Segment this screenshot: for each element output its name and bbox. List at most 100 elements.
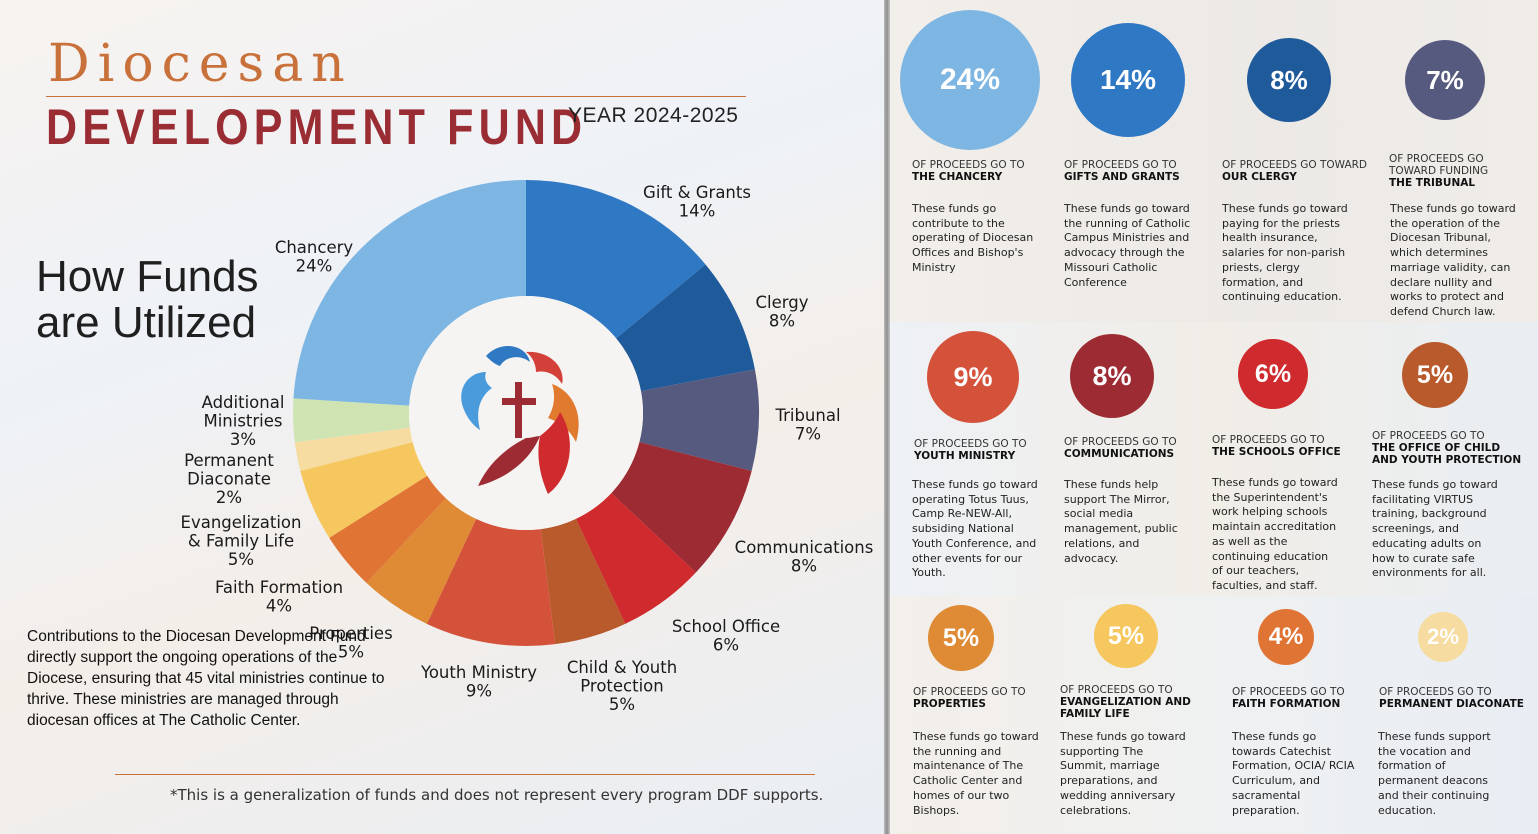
slice-school-office: [575, 493, 696, 624]
cross-horizontal: [502, 398, 536, 405]
card-caption: OF PROCEEDS GO TO PERMANENT DIACONATE: [1379, 686, 1538, 710]
slice-label-line: 8%: [769, 312, 795, 331]
card-caption: OF PROCEEDS GO TO THE CHANCERY: [912, 159, 1072, 183]
card-description: These funds go toward the running of Cat…: [1064, 202, 1191, 289]
footnote: *This is a generalization of funds and d…: [170, 786, 824, 804]
slice-label-line: 9%: [466, 682, 492, 701]
logo-petal-2: [486, 345, 530, 366]
caption-lead: OF PROCEEDS GO TO: [1064, 159, 1177, 171]
logo-petal-3: [526, 351, 563, 384]
slice-evangelization-family-life: [300, 442, 428, 538]
slice-label-12: Additional Ministries 3%: [202, 393, 285, 449]
slice-label-2: Clergy 8%: [756, 293, 809, 331]
slice-label-11: Permanent Diaconate 2%: [184, 451, 274, 507]
percent-circle: 14%: [1071, 23, 1185, 137]
slice-label-line: Ministries: [203, 412, 282, 431]
slice-label-line: Communications: [735, 538, 874, 557]
card-description: These funds go contribute to the operati…: [912, 202, 1034, 274]
card-caption: OF PROCEEDS GO TO EVANGELIZATION AND FAMI…: [1060, 684, 1210, 720]
slice-tribunal: [639, 369, 760, 471]
slice-label-line: Chancery: [275, 238, 354, 257]
logo-petal-5: [538, 412, 570, 494]
caption-ministry: PERMANENT DIACONATE: [1379, 698, 1524, 710]
card-description: These funds go toward supporting The Sum…: [1060, 730, 1186, 817]
slice-permanent-diaconate: [294, 427, 413, 471]
percent-value: 4%: [1268, 623, 1304, 650]
slice-label-line: Youth Ministry: [420, 663, 537, 682]
slice-label-line: School Office: [672, 617, 780, 636]
slice-label-7: Youth Ministry 9%: [420, 663, 537, 701]
percent-value: 8%: [1270, 64, 1308, 95]
slice-additional-ministries: [293, 398, 410, 443]
caption-ministry: THE CHANCERY: [912, 171, 1003, 183]
percent-value: 14%: [1099, 64, 1157, 95]
percent-circle: 8%: [1070, 334, 1154, 418]
caption-ministry: THE TRIBUNAL: [1389, 177, 1476, 189]
slice-label-line: 7%: [795, 425, 821, 444]
slice-label-5: School Office 6%: [672, 617, 780, 655]
slice-label-line: 24%: [296, 257, 333, 276]
slice-label-line: Clergy: [756, 293, 809, 312]
card-caption: OF PROCEEDS GO TO THE SCHOOLS OFFICE: [1212, 434, 1372, 458]
card-caption: OF PROCEEDS GO TO FAITH FORMATION: [1232, 686, 1392, 710]
chart-heading-line1: How Funds: [36, 252, 259, 301]
card-description: These funds go toward the operation of t…: [1390, 202, 1516, 318]
card-caption: OF PROCEEDS GO TO COMMUNICATIONS: [1064, 436, 1224, 460]
donut-chart: Gift & Grants 14%Clergy 8%Tribunal 7%Commun…: [181, 180, 874, 714]
caption-ministry: PROPERTIES: [913, 698, 986, 710]
percent-circle: 2%: [1418, 612, 1468, 662]
percent-value: 5%: [942, 623, 980, 652]
percent-value: 9%: [953, 361, 993, 392]
caption-ministry: COMMUNICATIONS: [1064, 448, 1175, 460]
slice-label-line: 4%: [266, 597, 292, 616]
caption-lead: OF PROCEEDS GO TO: [1060, 684, 1173, 696]
page-spine: [884, 0, 890, 834]
caption-ministry: GIFTS AND GRANTS: [1064, 171, 1180, 183]
caption-ministry: YOUTH MINISTRY: [914, 450, 1016, 462]
slice-label-line: Child & Youth: [567, 658, 677, 677]
slice-label-6: Child & Youth Protection 5%: [567, 658, 677, 714]
slice-clergy: [616, 264, 755, 392]
caption-ministry: EVANGELIZATION AND FAMILY LIFE: [1060, 696, 1191, 720]
logo-petal-1: [461, 372, 492, 430]
slice-label-line: 5%: [338, 643, 364, 662]
slice-label-line: Permanent: [184, 451, 274, 470]
slice-child-youth-protection: [540, 518, 626, 645]
slice-youth-ministry: [426, 518, 556, 646]
caption-lead: OF PROCEEDS GO TO: [912, 159, 1025, 171]
caption-lead: OF PROCEEDS GO TO: [1212, 434, 1325, 446]
slice-label-8: Properties 5%: [309, 624, 392, 662]
slice-communications: [611, 442, 752, 573]
slice-label-line: Additional: [202, 393, 285, 412]
caption-lead: OF PROCEEDS GO TO: [914, 438, 1027, 450]
footer-divider: [115, 774, 815, 775]
card-description: These funds go toward facilitating VIRTU…: [1372, 478, 1498, 580]
card-description: These funds go toward the running and ma…: [913, 730, 1039, 817]
slice-label-line: 3%: [230, 430, 256, 449]
slice-label-line: Tribunal: [774, 406, 840, 425]
percent-value: 7%: [1426, 64, 1464, 95]
chart-heading: How Funds are Utilized: [36, 254, 259, 346]
slice-label-line: 6%: [713, 636, 739, 655]
caption-ministry: OUR CLERGY: [1222, 171, 1297, 183]
percent-circle: 9%: [927, 331, 1019, 423]
year-label: YEAR 2024-2025: [568, 104, 739, 127]
slice-label-line: Protection: [580, 677, 663, 696]
percent-circle: 24%: [900, 10, 1040, 150]
contribution-text: Contributions to the Diocesan Developmen…: [27, 628, 385, 729]
card-caption: OF PROCEEDS GO TO THE OFFICE OF CHILD AND…: [1372, 430, 1522, 466]
percent-value: 5%: [1416, 360, 1454, 389]
card-description: These funds go toward paying for the pri…: [1222, 202, 1348, 304]
slice-label-3: Tribunal 7%: [774, 406, 840, 444]
logo-petal-4: [548, 384, 579, 442]
caption-lead: OF PROCEEDS GO TO: [1232, 686, 1345, 698]
card-caption: OF PROCEEDS GO TO PROPERTIES: [913, 686, 1073, 710]
slice-label-line: 14%: [679, 202, 716, 221]
percent-value: 5%: [1107, 621, 1145, 650]
percent-circle: 5%: [928, 605, 994, 671]
left-page: Diocesan DEVELOPMENT FUND YEAR 2024-2025…: [0, 0, 884, 834]
percent-value: 6%: [1254, 359, 1292, 388]
caption-lead: OF PROCEEDS GO TO: [913, 686, 1026, 698]
caption-ministry: THE SCHOOLS OFFICE: [1212, 446, 1341, 458]
card-description: These funds go towards Catechist Formati…: [1232, 730, 1355, 817]
